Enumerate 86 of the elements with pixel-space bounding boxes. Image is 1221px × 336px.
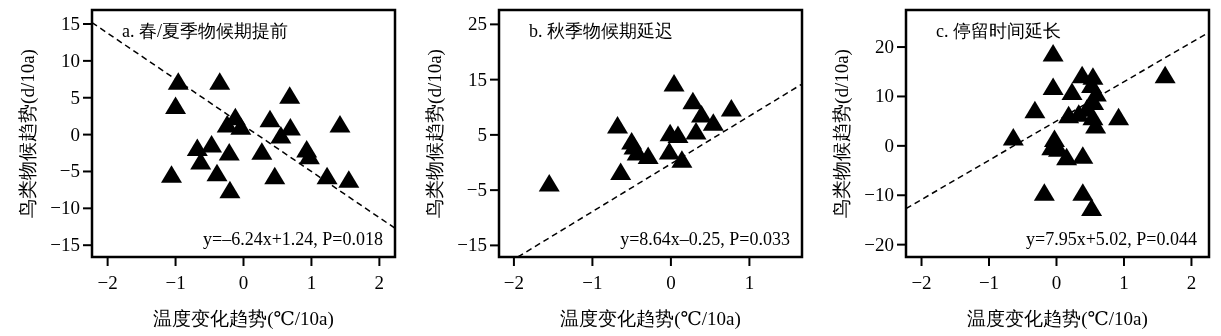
point — [1002, 127, 1024, 146]
x-tick-label: −1 — [978, 272, 1000, 293]
y-tick-label: 20 — [875, 36, 894, 58]
point — [219, 180, 241, 199]
x-tick-label: 2 — [374, 272, 385, 293]
x-tick-label: 1 — [744, 272, 755, 293]
x-tick-label: −2 — [911, 272, 932, 293]
point — [685, 122, 707, 140]
y-tick-label: 25 — [468, 13, 487, 35]
point — [160, 165, 182, 183]
x-tick-label: 1 — [1119, 272, 1129, 293]
y-tick-label: −20 — [864, 233, 894, 255]
point — [209, 72, 231, 90]
point — [206, 163, 228, 182]
x-tick-label: −1 — [165, 272, 186, 293]
point — [658, 142, 680, 160]
x-tick-label: −2 — [97, 272, 118, 293]
point — [230, 117, 252, 135]
point — [1042, 43, 1064, 62]
point — [720, 98, 742, 117]
point — [167, 72, 189, 90]
point — [667, 125, 689, 143]
point — [691, 104, 713, 123]
y-tick-label: −5 — [466, 179, 487, 201]
y-tick-label: −10 — [50, 197, 80, 219]
text: a. 春/夏季物候期提前 — [122, 21, 288, 41]
point — [1108, 107, 1130, 126]
y-tick-label: −15 — [50, 234, 80, 256]
x-tick-label: 0 — [238, 272, 249, 293]
x-tick-label: 0 — [666, 272, 676, 293]
point — [1081, 198, 1103, 217]
point — [1042, 77, 1064, 96]
y-axis-title: 鸟类物候趋势(d/10a) — [17, 49, 39, 218]
x-tick-label: −2 — [503, 272, 525, 293]
point — [264, 166, 286, 185]
point — [316, 166, 338, 185]
point — [663, 74, 685, 92]
point — [1033, 183, 1055, 201]
x-tick-label: 0 — [1051, 272, 1062, 293]
y-tick-label: 0 — [884, 134, 894, 156]
point — [671, 150, 693, 168]
point — [216, 115, 238, 133]
point — [610, 162, 632, 180]
point — [637, 146, 659, 164]
x-axis-title: 温度变化趋势(℃/10a) — [967, 308, 1148, 330]
x-axis-title: 温度变化趋势(℃/10a) — [560, 308, 741, 330]
point — [702, 113, 724, 131]
point — [165, 96, 187, 115]
y-tick-label: 10 — [61, 49, 80, 71]
text: b. 秋季物候期延迟 — [529, 21, 673, 41]
point — [607, 116, 629, 134]
y-tick-label: 15 — [468, 68, 487, 90]
x-axis-title: 温度变化趋势(℃/10a) — [153, 308, 334, 330]
point — [1024, 100, 1046, 119]
point — [1056, 147, 1078, 166]
annotation: y=7.95x+5.02, P=0.044 — [1026, 229, 1197, 249]
annotation: y=–6.24x+1.24, P=0.018 — [203, 229, 383, 249]
y-tick-label: 0 — [70, 123, 80, 145]
y-tick-label: 5 — [477, 123, 487, 145]
y-tick-label: 15 — [61, 13, 80, 35]
y-axis-title: 鸟类物候趋势(d/10a) — [424, 49, 446, 218]
point — [218, 143, 240, 161]
point — [270, 126, 292, 144]
y-tick-label: −5 — [59, 160, 80, 182]
point — [1072, 183, 1094, 201]
y-axis-title: 鸟类物候趋势(d/10a) — [831, 49, 853, 218]
y-tick-label: −10 — [864, 184, 894, 206]
x-tick-label: 1 — [306, 272, 317, 293]
point — [329, 115, 351, 133]
point — [538, 174, 560, 192]
point — [1154, 65, 1176, 84]
point — [338, 170, 360, 188]
point — [251, 142, 273, 160]
point — [1072, 146, 1094, 164]
x-tick-label: 2 — [1186, 272, 1197, 293]
point — [682, 91, 704, 110]
point — [201, 134, 223, 153]
point — [1061, 82, 1083, 100]
y-tick-label: −15 — [457, 234, 487, 256]
text: c. 停留时间延长 — [936, 21, 1061, 41]
y-tick-label: 10 — [875, 85, 894, 107]
point — [279, 86, 301, 104]
annotation: y=8.64x–0.25, P=0.033 — [620, 229, 790, 249]
point — [259, 109, 281, 128]
x-tick-label: −1 — [582, 272, 603, 293]
y-tick-label: 5 — [70, 86, 80, 108]
